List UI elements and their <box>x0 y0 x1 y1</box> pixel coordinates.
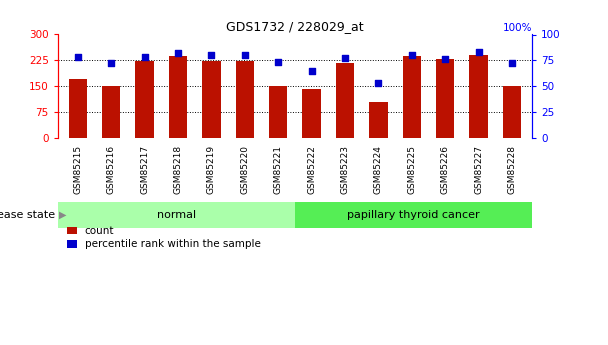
Bar <box>295 202 532 228</box>
Text: 100%: 100% <box>502 23 532 33</box>
Text: GSM85218: GSM85218 <box>173 145 182 195</box>
Text: GSM85225: GSM85225 <box>407 145 416 195</box>
Bar <box>69 79 87 138</box>
Point <box>173 50 183 56</box>
Point <box>106 61 116 66</box>
Title: GDS1732 / 228029_at: GDS1732 / 228029_at <box>226 20 364 33</box>
Text: GSM85226: GSM85226 <box>441 145 450 195</box>
Bar <box>402 56 421 138</box>
Text: GSM85221: GSM85221 <box>274 145 283 195</box>
Text: GSM85216: GSM85216 <box>106 145 116 195</box>
Point <box>240 52 250 58</box>
Text: GSM85224: GSM85224 <box>374 146 383 194</box>
Text: GSM85222: GSM85222 <box>307 146 316 194</box>
Bar <box>136 61 154 138</box>
Text: ▶: ▶ <box>59 210 66 220</box>
Point <box>373 80 383 86</box>
Bar <box>469 55 488 138</box>
Point <box>73 55 83 60</box>
Bar <box>58 202 295 228</box>
Bar <box>369 102 387 138</box>
Bar <box>269 86 288 138</box>
Bar <box>102 86 120 138</box>
Text: normal: normal <box>157 210 196 220</box>
Point <box>340 56 350 61</box>
Text: GSM85220: GSM85220 <box>240 145 249 195</box>
Point <box>407 52 416 58</box>
Text: GSM85223: GSM85223 <box>340 145 350 195</box>
Point <box>140 55 150 60</box>
Text: disease state: disease state <box>0 210 55 220</box>
Bar <box>336 63 354 138</box>
Text: GSM85219: GSM85219 <box>207 145 216 195</box>
Bar <box>503 86 521 138</box>
Point <box>507 61 517 66</box>
Text: GSM85227: GSM85227 <box>474 145 483 195</box>
Bar <box>302 89 321 138</box>
Text: GSM85215: GSM85215 <box>74 145 82 195</box>
Point <box>474 49 483 55</box>
Bar <box>169 56 187 138</box>
Text: GSM85217: GSM85217 <box>140 145 149 195</box>
Point <box>440 57 450 62</box>
Bar <box>202 61 221 138</box>
Point <box>274 60 283 65</box>
Text: papillary thyroid cancer: papillary thyroid cancer <box>347 210 480 220</box>
Legend: count, percentile rank within the sample: count, percentile rank within the sample <box>63 222 265 254</box>
Text: GSM85228: GSM85228 <box>508 145 516 195</box>
Point <box>207 52 216 58</box>
Bar <box>236 61 254 138</box>
Point <box>306 68 316 73</box>
Bar <box>436 59 454 138</box>
